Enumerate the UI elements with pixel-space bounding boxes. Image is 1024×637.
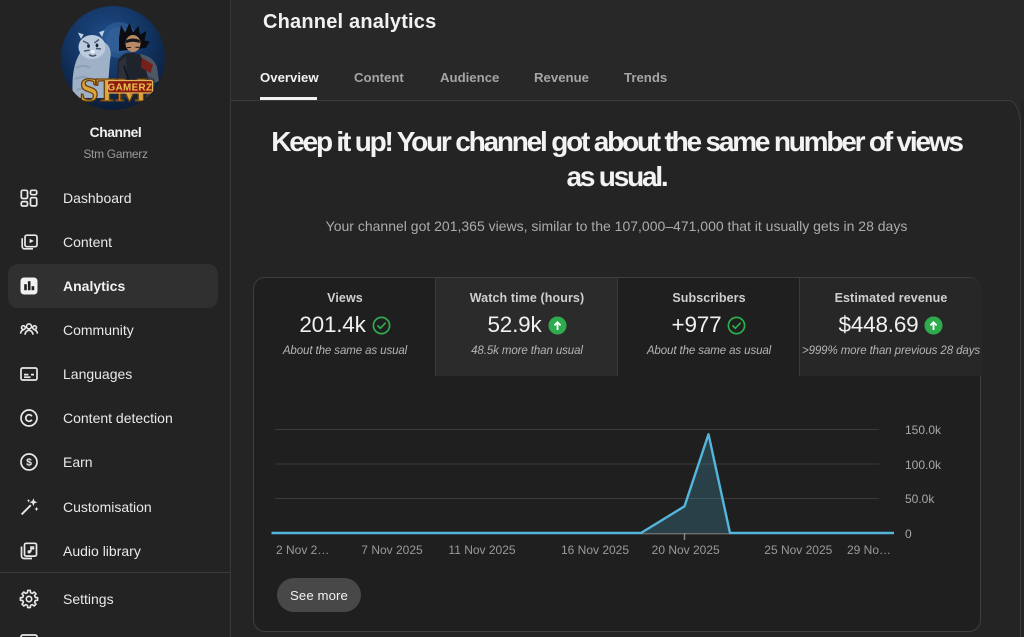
svg-text:$: $	[26, 457, 32, 469]
svg-text:GAMERZ: GAMERZ	[108, 82, 153, 93]
